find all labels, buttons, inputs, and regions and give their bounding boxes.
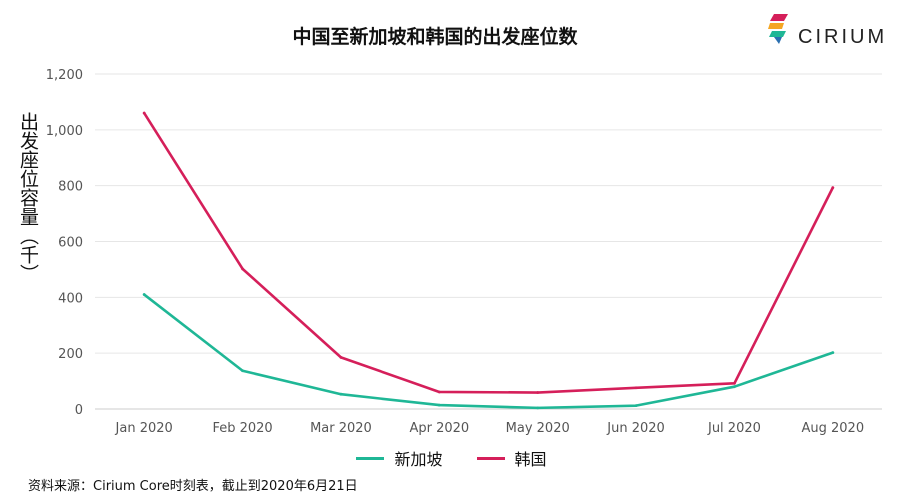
- x-tick-label: May 2020: [506, 421, 570, 436]
- y-tick-label: 200: [58, 347, 83, 362]
- x-tick-label: Jun 2020: [606, 421, 665, 436]
- legend-swatch-korea: [476, 456, 505, 460]
- data-point[interactable]: [437, 403, 441, 407]
- source-note: 资料来源：Cirium Core时刻表，截止到2020年6月21日: [28, 479, 358, 494]
- data-point[interactable]: [339, 355, 343, 359]
- data-point[interactable]: [339, 392, 343, 396]
- y-tick-label: 1,200: [46, 68, 83, 83]
- series-line-korea[interactable]: [142, 111, 835, 394]
- legend-label-singapore: 新加坡: [394, 450, 443, 469]
- cirium-logo: CIRIUM: [766, 12, 896, 56]
- y-tick-label: 1,000: [46, 124, 83, 139]
- data-point[interactable]: [536, 391, 540, 394]
- y-tick-label: 800: [58, 180, 83, 195]
- y-tick-label: 600: [58, 236, 83, 251]
- series-lines: [142, 111, 835, 410]
- data-point[interactable]: [241, 369, 244, 373]
- y-tick-label: 0: [75, 403, 83, 418]
- x-tick-label: Apr 2020: [409, 421, 469, 436]
- x-tick-label: Feb 2020: [212, 421, 272, 436]
- x-tick-label: Mar 2020: [310, 421, 372, 436]
- x-tick-label: Aug 2020: [802, 421, 865, 436]
- series-line-singapore[interactable]: [142, 293, 835, 410]
- cirium-logo-icon: [768, 14, 788, 44]
- gridlines: [95, 73, 882, 410]
- legend: 新加坡 韩国: [0, 446, 903, 470]
- data-point[interactable]: [536, 406, 540, 410]
- y-tick-label: 400: [58, 291, 83, 306]
- legend-item-korea[interactable]: 韩国: [476, 446, 547, 470]
- data-point[interactable]: [831, 351, 835, 355]
- legend-label-korea: 韩国: [514, 450, 547, 469]
- data-point[interactable]: [142, 111, 146, 115]
- data-point[interactable]: [142, 293, 146, 296]
- legend-swatch-singapore: [356, 456, 385, 460]
- data-point[interactable]: [733, 385, 736, 389]
- data-point[interactable]: [437, 390, 441, 394]
- legend-item-singapore[interactable]: 新加坡: [356, 446, 443, 470]
- data-point[interactable]: [733, 381, 736, 385]
- logo-text: CIRIUM: [798, 26, 888, 48]
- x-tick-label: Jan 2020: [115, 421, 173, 436]
- data-point[interactable]: [241, 267, 244, 271]
- y-tick-labels: 0 200 400 600 800 1,000 1,200: [46, 68, 83, 418]
- data-point[interactable]: [634, 386, 638, 390]
- x-tick-labels: Jan 2020 Feb 2020 Mar 2020 Apr 2020 May 2020…: [115, 421, 865, 436]
- y-axis-label: 出发座位容量（千）: [17, 112, 39, 283]
- data-point[interactable]: [634, 404, 638, 408]
- x-tick-label: Jul 2020: [707, 421, 761, 436]
- data-point[interactable]: [831, 186, 835, 190]
- chart-title: 中国至新加坡和韩国的出发座位数: [292, 26, 578, 48]
